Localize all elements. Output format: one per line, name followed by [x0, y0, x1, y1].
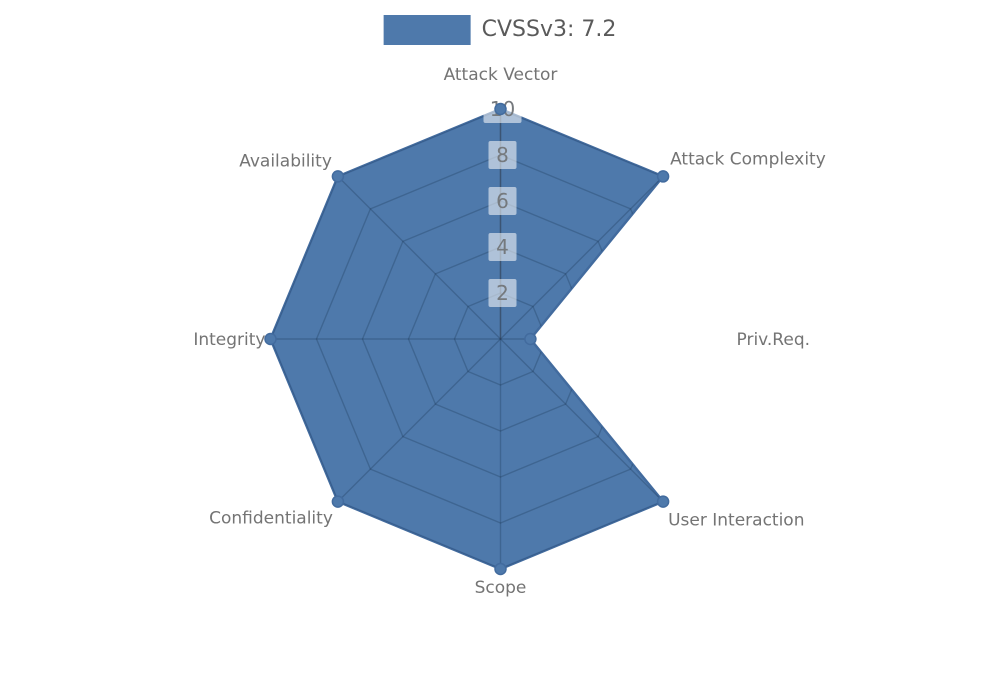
- radar-vertex-marker: [656, 170, 670, 183]
- radar-grid: [270, 109, 664, 569]
- rtick-label: 8: [496, 143, 509, 167]
- axis-label: User Interaction: [668, 511, 804, 531]
- legend-swatch: [383, 15, 471, 45]
- axis-label: Confidentiality: [209, 509, 333, 529]
- axis-label: Integrity: [193, 330, 265, 350]
- radar-vertex-marker: [524, 332, 537, 346]
- axis-label: Availability: [239, 151, 332, 171]
- radar-vertex-marker: [656, 495, 670, 508]
- rtick-label: 2: [496, 281, 509, 305]
- axis-label: Scope: [475, 578, 527, 598]
- axis-label: Attack Complexity: [670, 149, 826, 169]
- radar-vertex-marker: [494, 562, 507, 576]
- rtick-box: [488, 233, 517, 261]
- rtick-box: [488, 187, 517, 215]
- radar-vertex-marker: [331, 170, 345, 183]
- radar-vertex-marker: [494, 102, 507, 116]
- radar-vertex-marker: [331, 495, 345, 508]
- legend-item: CVSSv3: 7.2: [383, 15, 617, 45]
- rtick-box: [488, 279, 517, 307]
- rtick-box: [488, 141, 517, 169]
- radar-vertex-marker: [264, 332, 277, 346]
- axis-label: Priv.Req.: [737, 330, 811, 350]
- legend-label: CVSSv3: 7.2: [481, 17, 617, 42]
- axis-label: Attack Vector: [444, 65, 558, 85]
- rtick-label: 6: [496, 189, 509, 213]
- rtick-label: 4: [496, 235, 509, 259]
